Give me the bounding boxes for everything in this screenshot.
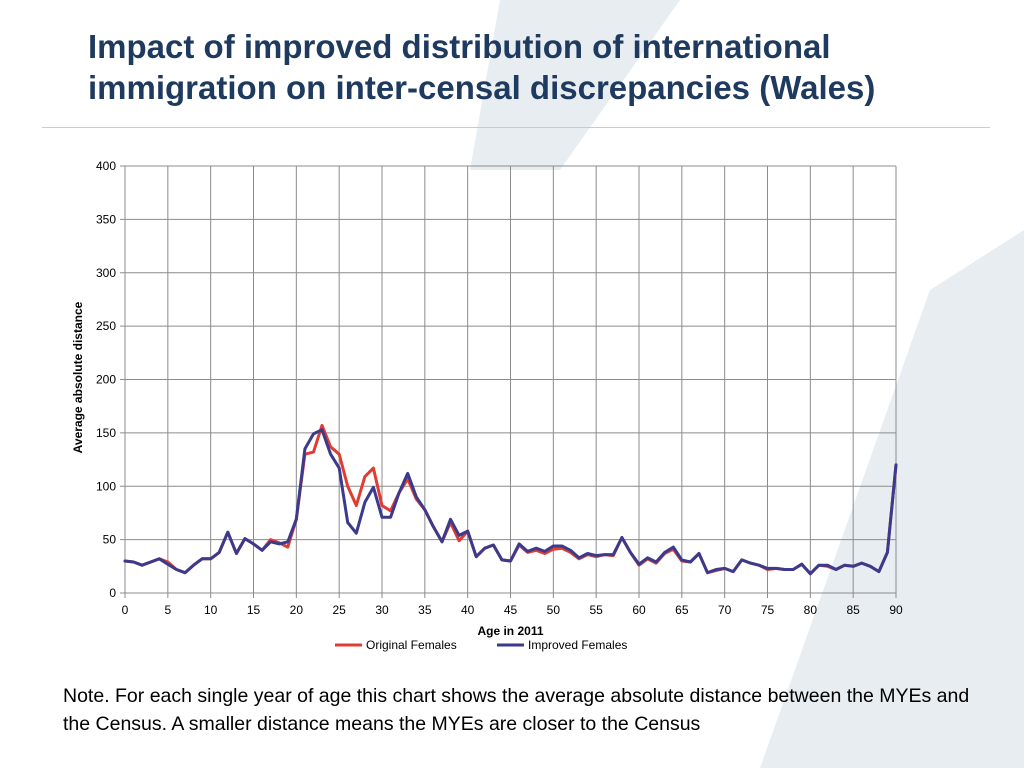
y-tick-label: 200 [96, 373, 116, 387]
x-tick-label: 25 [332, 603, 346, 617]
legend-label: Original Females [366, 638, 457, 652]
x-tick-label: 65 [675, 603, 689, 617]
x-tick-label: 70 [718, 603, 732, 617]
y-tick-label: 400 [96, 159, 116, 173]
x-tick-label: 60 [632, 603, 646, 617]
x-tick-label: 90 [889, 603, 903, 617]
chart-note: Note. For each single year of age this c… [63, 685, 970, 735]
y-tick-label: 250 [96, 319, 116, 333]
x-tick-label: 80 [804, 603, 818, 617]
y-tick-label: 50 [103, 533, 117, 547]
y-tick-label: 0 [109, 586, 116, 600]
series-line-improved-females [123, 428, 898, 576]
x-tick-label: 45 [504, 603, 518, 617]
x-tick-label: 55 [589, 603, 603, 617]
x-tick-label: 40 [461, 603, 475, 617]
x-tick-label: 5 [164, 603, 171, 617]
x-tick-label: 35 [418, 603, 432, 617]
x-tick-label: 0 [122, 603, 129, 617]
y-tick-label: 100 [96, 479, 116, 493]
x-tick-label: 15 [247, 603, 261, 617]
y-tick-label: 350 [96, 212, 116, 226]
legend-label: Improved Females [528, 638, 627, 652]
x-tick-label: 10 [204, 603, 218, 617]
x-tick-label: 30 [375, 603, 389, 617]
slide-title: Impact of improved distribution of inter… [88, 28, 876, 106]
y-tick-label: 150 [96, 426, 116, 440]
y-tick-label: 300 [96, 266, 116, 280]
title-divider [42, 127, 990, 128]
y-axis-title: Average absolute distance [71, 301, 85, 453]
x-tick-label: 75 [761, 603, 775, 617]
x-tick-label: 85 [846, 603, 860, 617]
x-tick-label: 50 [547, 603, 561, 617]
line-chart: 0 50 100 150 200 250 300 350 400 0 5 10 15 20 25 30 35 40… [71, 159, 903, 652]
x-axis-title: Age in 2011 [477, 624, 543, 638]
x-tick-label: 20 [290, 603, 304, 617]
